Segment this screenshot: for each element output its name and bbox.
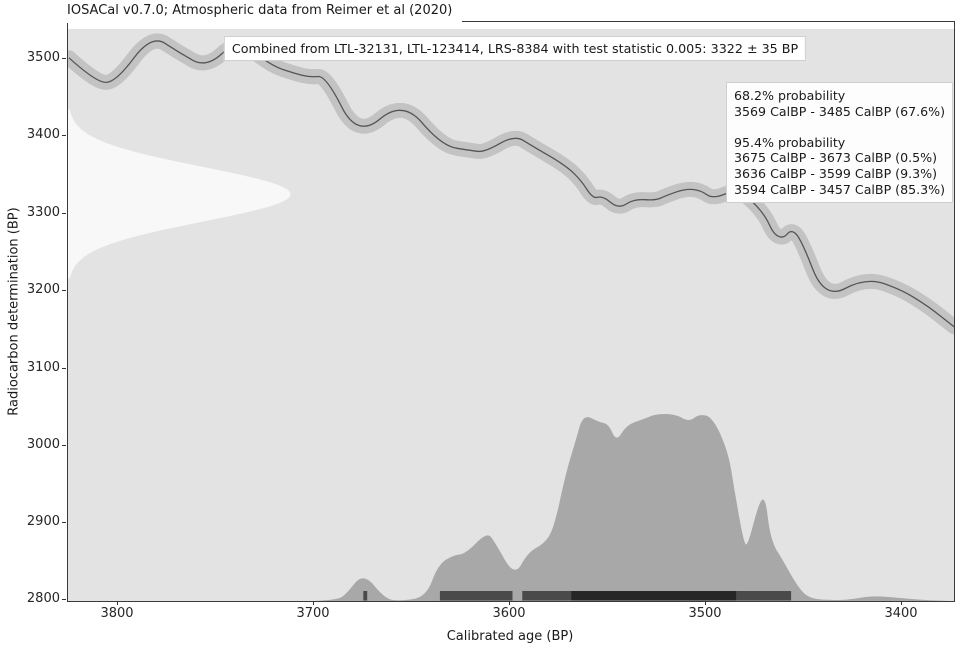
y-tick-label: 3300 [26,205,60,220]
y-tick [62,58,66,59]
y-tick-label: 3200 [26,282,60,297]
x-tick [313,601,314,605]
y-tick [62,368,66,369]
x-tick-label: 3400 [884,606,918,621]
calibrated-age-pdf [314,414,951,601]
probability-95-interval-2: 3636 CalBP - 3599 CalBP (9.3%) [734,165,937,181]
probability-68-header: 68.2% probability [734,88,846,103]
probability-95-interval-1: 3675 CalBP - 3673 CalBP (0.5%) [734,150,937,166]
probability-68-interval: 3569 CalBP - 3485 CalBP (67.6%) [734,103,945,119]
y-tick-label: 3500 [26,50,60,65]
y-tick-label: 2800 [26,591,60,606]
interval-bar-95 [439,591,513,601]
x-tick [901,601,902,605]
x-tick-label: 3500 [688,606,722,621]
probability-95-header: 95.4% probability [734,134,846,150]
probability-summary: 68.2% probability 3569 CalBP - 3485 CalB… [726,82,953,204]
plot-title: IOSACal v0.7.0; Atmospheric data from Re… [67,3,463,23]
y-tick-label: 2900 [26,514,60,529]
x-tick [509,601,510,605]
interval-bar-95 [363,591,368,601]
interval-bar-68 [571,591,737,601]
x-tick [705,601,706,605]
x-tick [117,601,118,605]
combined-annotation: Combined from LTL-32131, LTL-123414, LRS… [223,36,807,61]
calibration-curve-line [68,40,954,328]
y-tick [62,213,66,214]
y-tick [62,135,66,136]
probability-95-interval-3: 3594 CalBP - 3457 CalBP (85.3%) [734,181,945,197]
y-tick-label: 3100 [26,360,60,375]
x-axis-label: Calibrated age (BP) [446,629,574,644]
x-tick-label: 3700 [296,606,330,621]
radiocarbon-date-pdf [68,109,291,280]
x-tick-label: 3600 [492,606,526,621]
y-tick-label: 3400 [26,127,60,142]
probability-spacer [734,119,945,135]
y-tick-label: 3000 [26,437,60,452]
y-axis-label: Radiocarbon determination (BP) [6,207,22,416]
y-tick [62,290,66,291]
y-tick [62,599,66,600]
y-tick [62,522,66,523]
y-tick [62,445,66,446]
x-tick-label: 3800 [100,606,134,621]
